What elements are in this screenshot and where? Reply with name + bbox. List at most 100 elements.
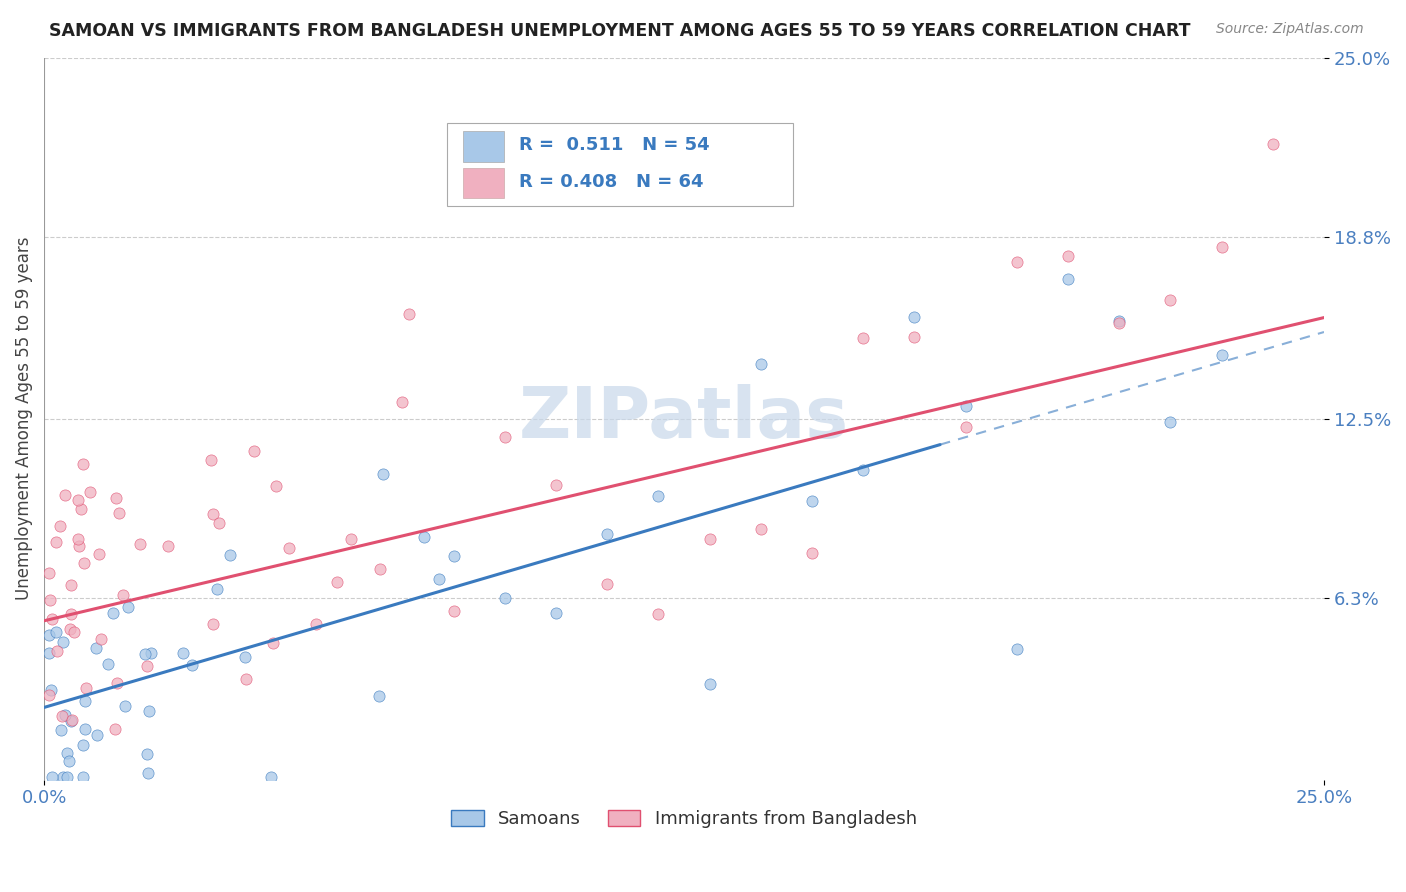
Point xyxy=(546,606,568,620)
Point xyxy=(73,693,96,707)
Point xyxy=(391,395,413,409)
Point xyxy=(1005,255,1028,269)
Point xyxy=(117,599,139,614)
Point xyxy=(56,746,79,760)
Point xyxy=(72,457,94,471)
Point xyxy=(1057,272,1080,286)
Point xyxy=(136,747,159,761)
Point xyxy=(38,566,60,581)
Point xyxy=(112,588,135,602)
Point xyxy=(1211,347,1233,361)
Point xyxy=(235,672,257,686)
Point xyxy=(1261,137,1284,152)
Point xyxy=(38,593,60,607)
Point xyxy=(852,463,875,477)
Point xyxy=(596,527,619,541)
Point xyxy=(1211,240,1233,254)
Point xyxy=(443,549,465,563)
Point xyxy=(136,766,159,780)
Point xyxy=(264,479,287,493)
Point xyxy=(101,606,124,620)
Point xyxy=(89,547,111,561)
Point xyxy=(62,624,84,639)
Point xyxy=(38,628,60,642)
Point xyxy=(207,516,229,531)
Point xyxy=(103,722,125,736)
Point xyxy=(259,770,281,784)
Point xyxy=(51,709,73,723)
Point xyxy=(326,575,349,590)
Point xyxy=(45,624,67,639)
Point xyxy=(139,646,162,660)
Point xyxy=(1159,293,1181,307)
Point xyxy=(955,419,977,434)
Point xyxy=(41,612,63,626)
FancyBboxPatch shape xyxy=(463,131,503,161)
Point xyxy=(202,507,225,521)
Point xyxy=(66,533,89,547)
Text: SAMOAN VS IMMIGRANTS FROM BANGLADESH UNEMPLOYMENT AMONG AGES 55 TO 59 YEARS CORR: SAMOAN VS IMMIGRANTS FROM BANGLADESH UNE… xyxy=(49,22,1191,40)
Point xyxy=(647,607,669,621)
Point xyxy=(277,541,299,555)
Text: Source: ZipAtlas.com: Source: ZipAtlas.com xyxy=(1216,22,1364,37)
Point xyxy=(38,688,60,702)
Point xyxy=(1108,316,1130,330)
Point xyxy=(53,488,76,502)
Point xyxy=(200,452,222,467)
Point xyxy=(138,704,160,718)
Point xyxy=(53,707,76,722)
Point xyxy=(340,532,363,546)
Point xyxy=(1005,642,1028,657)
Point xyxy=(69,502,91,516)
Point xyxy=(72,738,94,752)
Point xyxy=(903,330,925,344)
Point xyxy=(368,562,391,576)
Point xyxy=(852,331,875,345)
Point xyxy=(75,681,97,695)
Point xyxy=(219,548,242,562)
Point xyxy=(59,622,82,636)
Point xyxy=(699,677,721,691)
Point xyxy=(1108,314,1130,328)
Point xyxy=(49,519,72,533)
FancyBboxPatch shape xyxy=(463,168,503,198)
Point xyxy=(59,714,82,729)
Point xyxy=(129,537,152,551)
Point xyxy=(105,675,128,690)
Point xyxy=(172,646,194,660)
Point xyxy=(46,644,69,658)
Point xyxy=(72,770,94,784)
Point xyxy=(52,635,75,649)
Point xyxy=(903,310,925,324)
Point xyxy=(647,489,669,503)
Point xyxy=(699,532,721,546)
Point xyxy=(79,484,101,499)
Point xyxy=(443,604,465,618)
Point xyxy=(801,494,824,508)
Point xyxy=(134,647,156,661)
Text: R =  0.511   N = 54: R = 0.511 N = 54 xyxy=(519,136,710,153)
Point xyxy=(955,399,977,413)
Point xyxy=(52,770,75,784)
Point xyxy=(135,659,157,673)
Point xyxy=(546,477,568,491)
Text: R = 0.408   N = 64: R = 0.408 N = 64 xyxy=(519,173,703,191)
Point xyxy=(412,530,434,544)
Point xyxy=(67,493,90,508)
Point xyxy=(749,357,772,371)
Point xyxy=(262,636,284,650)
Point xyxy=(114,698,136,713)
Point xyxy=(84,641,107,656)
Point xyxy=(181,657,204,672)
Point xyxy=(86,728,108,742)
Point xyxy=(45,535,67,549)
Point xyxy=(49,723,72,738)
FancyBboxPatch shape xyxy=(447,123,793,206)
Point xyxy=(104,491,127,506)
Point xyxy=(494,591,516,606)
Point xyxy=(55,770,77,784)
Point xyxy=(1159,415,1181,429)
Point xyxy=(243,444,266,458)
Point xyxy=(157,539,180,553)
Point xyxy=(73,722,96,736)
